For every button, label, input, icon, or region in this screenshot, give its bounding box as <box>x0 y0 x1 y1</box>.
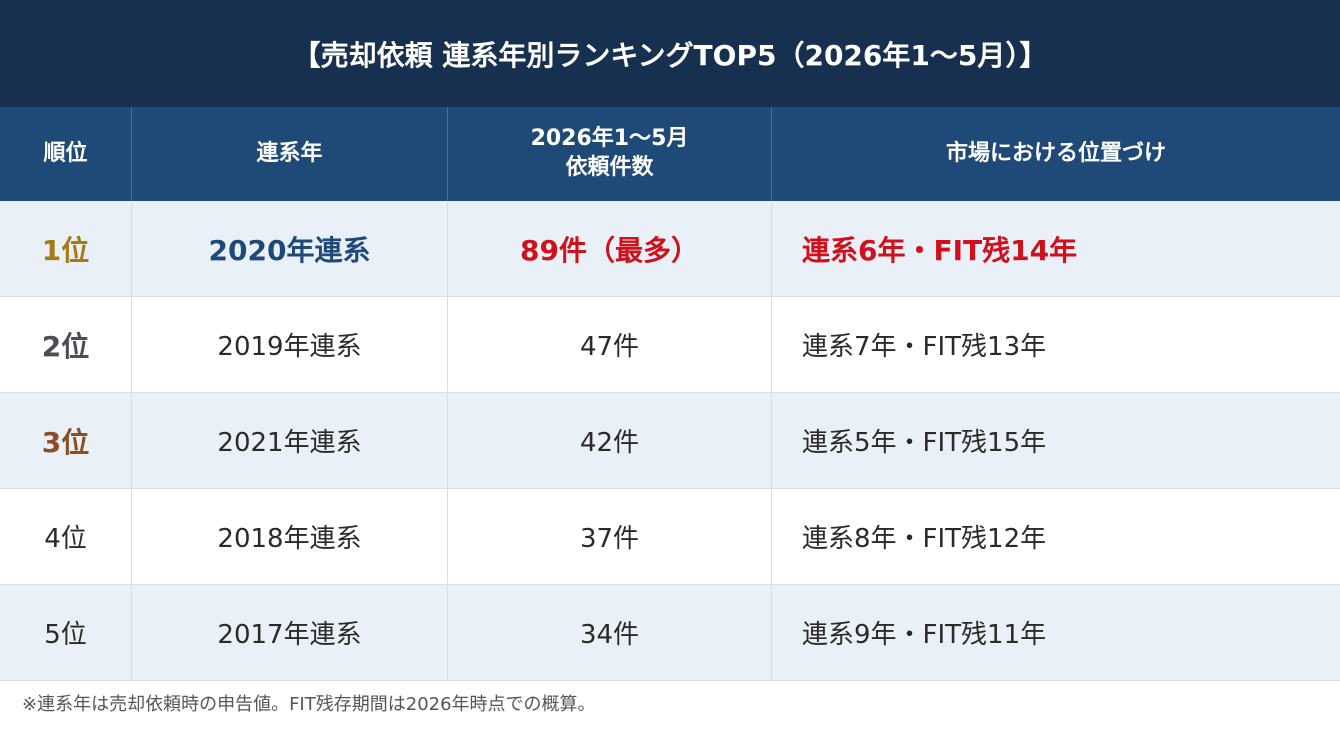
position-label: 連系6年・FIT残14年 <box>802 233 1078 267</box>
header-position: 市場における位置づけ <box>945 140 1166 166</box>
year-label: 2018年連系 <box>217 524 362 554</box>
position-cell: 連系8年・FIT残12年 <box>772 489 1340 584</box>
header-count: 2026年1〜5月 依頼件数 <box>448 107 772 201</box>
rank-label: 1位 <box>41 233 90 267</box>
rank-cell: 4位 <box>0 489 132 584</box>
year-label: 2019年連系 <box>217 332 362 362</box>
footnote: ※連系年は売却依頼時の申告値。FIT残存期間は2026年時点での概算。 <box>22 694 596 715</box>
rank-cell: 1位 <box>0 201 132 296</box>
rank-cell: 3位 <box>0 393 132 488</box>
position-label: 連系7年・FIT残13年 <box>802 332 1047 362</box>
count-cell: 34件 <box>448 585 772 680</box>
table-row: 1位 2020年連系 89件（最多） 連系6年・FIT残14年 <box>0 201 1340 297</box>
count-label: 89件（最多） <box>520 233 699 267</box>
header-year: 連系年 <box>132 107 448 201</box>
table-row: 3位 2021年連系 42件 連系5年・FIT残15年 <box>0 393 1340 489</box>
position-label: 連系8年・FIT残12年 <box>802 524 1047 554</box>
count-label: 34件 <box>579 620 640 650</box>
rank-label: 2位 <box>41 329 90 363</box>
count-cell: 42件 <box>448 393 772 488</box>
table-body: 1位 2020年連系 89件（最多） 連系6年・FIT残14年 2位 2019年… <box>0 201 1340 681</box>
header-rank: 順位 <box>0 107 132 201</box>
table-row: 5位 2017年連系 34件 連系9年・FIT残11年 <box>0 585 1340 681</box>
position-label: 連系5年・FIT残15年 <box>802 428 1047 458</box>
rank-label: 5位 <box>44 620 87 650</box>
count-cell: 89件（最多） <box>448 201 772 296</box>
year-cell: 2021年連系 <box>132 393 448 488</box>
table-title: 【売却依頼 連系年別ランキングTOP5（2026年1〜5月）】 <box>0 0 1340 107</box>
position-cell: 連系5年・FIT残15年 <box>772 393 1340 488</box>
table-row: 4位 2018年連系 37件 連系8年・FIT残12年 <box>0 489 1340 585</box>
position-cell: 連系6年・FIT残14年 <box>772 201 1340 296</box>
rank-label: 4位 <box>44 524 87 554</box>
count-label: 37件 <box>579 524 640 554</box>
position-label: 連系9年・FIT残11年 <box>802 620 1047 650</box>
position-cell: 連系9年・FIT残11年 <box>772 585 1340 680</box>
table-header-row: 順位 連系年 2026年1〜5月 依頼件数 市場における位置づけ <box>0 107 1340 201</box>
position-cell: 連系7年・FIT残13年 <box>772 297 1340 392</box>
year-cell: 2019年連系 <box>132 297 448 392</box>
count-label: 42件 <box>579 428 640 458</box>
year-cell: 2017年連系 <box>132 585 448 680</box>
year-cell: 2020年連系 <box>132 201 448 296</box>
year-label: 2021年連系 <box>217 428 362 458</box>
count-label: 47件 <box>579 332 640 362</box>
count-cell: 37件 <box>448 489 772 584</box>
count-cell: 47件 <box>448 297 772 392</box>
year-label: 2020年連系 <box>208 233 371 267</box>
rank-label: 3位 <box>41 425 90 459</box>
year-cell: 2018年連系 <box>132 489 448 584</box>
rank-cell: 5位 <box>0 585 132 680</box>
year-label: 2017年連系 <box>217 620 362 650</box>
table-row: 2位 2019年連系 47件 連系7年・FIT残13年 <box>0 297 1340 393</box>
rank-cell: 2位 <box>0 297 132 392</box>
